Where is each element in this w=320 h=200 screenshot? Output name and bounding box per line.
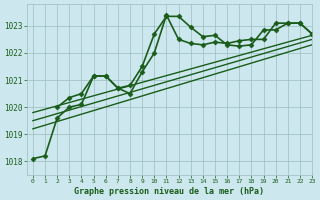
X-axis label: Graphe pression niveau de la mer (hPa): Graphe pression niveau de la mer (hPa) <box>75 187 264 196</box>
